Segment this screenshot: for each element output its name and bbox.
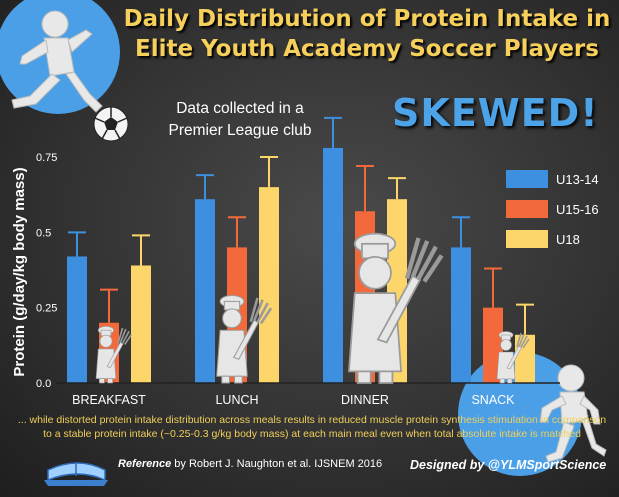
chef-with-fork-figure <box>496 331 530 384</box>
chef-head <box>358 255 392 290</box>
bar-u18-lunch <box>259 187 279 383</box>
book-icon <box>44 462 108 486</box>
fork-handle <box>376 274 422 344</box>
reference-label: Reference <box>118 458 172 470</box>
soccer-player-figure <box>11 10 103 113</box>
chef-head <box>99 334 113 348</box>
chef-leg <box>499 378 505 384</box>
subtitle: Data collected in a Premier League club <box>150 98 330 142</box>
fork-tines <box>516 332 530 349</box>
fork-tines <box>249 297 273 325</box>
reference: Reference by Robert J. Naughton et al. I… <box>118 458 382 470</box>
chef-with-fork-figure <box>95 326 132 384</box>
chef-leg <box>234 375 243 384</box>
chart-title: Daily Distribution of Protein Intake in … <box>118 4 616 64</box>
legend-label: U13-14 <box>556 172 599 187</box>
category-label: LUNCH <box>215 393 258 407</box>
bar-u13-14-breakfast <box>67 256 87 383</box>
fork-handle <box>106 341 124 369</box>
chef-body <box>95 348 117 379</box>
category-label: BREAKFAST <box>72 393 146 407</box>
bar-u13-14-dinner <box>323 147 343 383</box>
fork-handle <box>232 319 260 360</box>
chef-leg <box>107 378 113 384</box>
fork-handle <box>506 345 522 370</box>
chef-with-fork-figure <box>347 232 444 384</box>
chef-leg <box>507 378 513 384</box>
y-axis-label: Protein (g/day/kg body mass) <box>11 167 28 376</box>
chef-leg <box>378 370 394 384</box>
y-tick-label: 0.25 <box>36 303 57 315</box>
bar-u18-breakfast <box>131 265 151 383</box>
reference-text: by Robert J. Naughton et al. IJSNEM 2016 <box>174 458 383 470</box>
chef-body <box>496 351 516 380</box>
chef-head <box>500 339 512 351</box>
legend-swatch <box>506 200 548 218</box>
legend-swatch <box>506 230 548 248</box>
legend-label: U18 <box>556 232 580 247</box>
bar-u13-14-lunch <box>195 199 215 383</box>
legend-label: U15-16 <box>556 202 599 217</box>
footnote: ... while distorted protein intake distr… <box>14 413 610 441</box>
footnote-line-1: ... while distorted protein intake distr… <box>17 414 607 426</box>
subtitle-line-1: Data collected in a <box>176 100 304 117</box>
chef-leg <box>99 378 105 384</box>
legend-swatch <box>506 170 548 188</box>
title-line-2: Elite Youth Academy Soccer Players <box>135 36 599 62</box>
soccer-ball-icon <box>93 106 129 142</box>
category-label: SNACK <box>471 393 515 407</box>
bar-u13-14-snack <box>451 247 471 383</box>
chef-with-fork-figure <box>216 294 273 384</box>
y-tick-label: 0.75 <box>36 152 57 164</box>
y-tick-label: 0.0 <box>36 378 51 390</box>
fork-tines <box>117 327 132 345</box>
crouching-figure <box>539 364 607 463</box>
chef-body <box>347 292 403 373</box>
chef-head <box>222 308 242 329</box>
chef-body <box>216 329 248 377</box>
y-tick-label: 0.5 <box>36 227 51 239</box>
category-label: DINNER <box>341 393 389 407</box>
chef-leg <box>221 375 230 384</box>
skewed-callout: SKEWED! <box>392 91 599 135</box>
credit: Designed by @YLMSportScience <box>410 458 607 472</box>
title-line-1: Daily Distribution of Protein Intake in <box>123 6 611 32</box>
subtitle-line-2: Premier League club <box>168 122 312 139</box>
chef-leg <box>356 370 372 384</box>
fork-tines <box>404 237 444 283</box>
footnote-line-2: to a stable protein intake (~0.25-0.3 g/… <box>43 428 581 440</box>
